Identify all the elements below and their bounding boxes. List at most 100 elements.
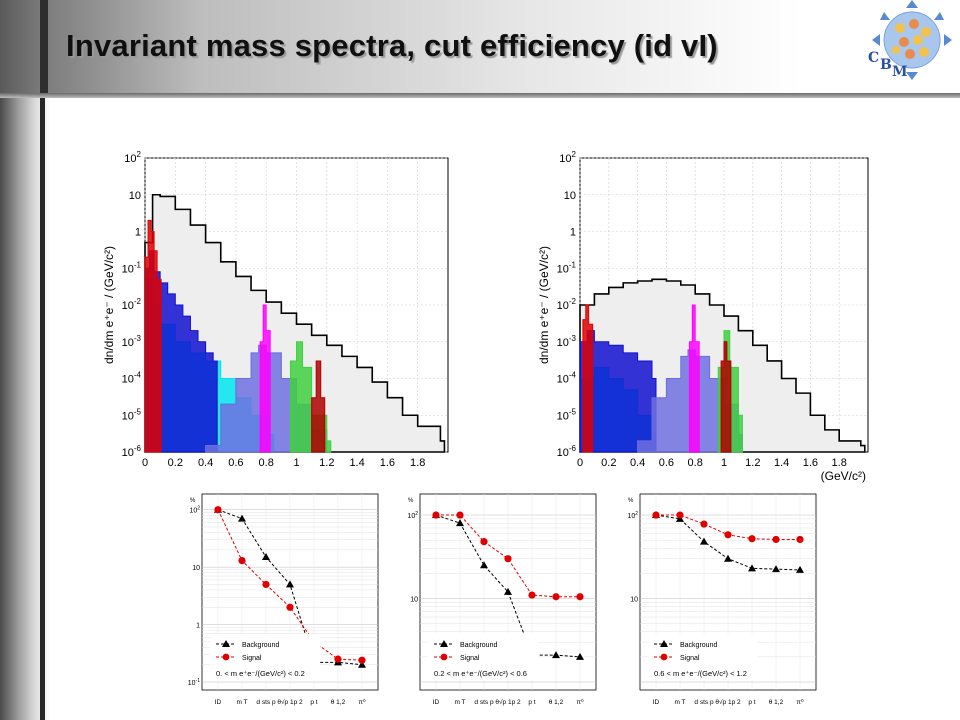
data-point-signal — [724, 531, 732, 539]
legend-label: Signal — [242, 655, 262, 662]
y-tick-label: 10-4 — [122, 371, 142, 386]
y-tick-label: 102 — [124, 150, 141, 165]
y-tick-label: 10-2 — [122, 297, 142, 312]
legend-box: Background Signal 0.2 < m e⁺e⁻/(GeV/c²) < … — [428, 634, 538, 680]
logo-letter-m: M — [892, 64, 908, 80]
x-category-label: π⁰ — [576, 698, 583, 706]
legend-marker — [660, 640, 668, 647]
legend-label: Signal — [680, 655, 700, 662]
x-category-label: m T — [674, 699, 685, 706]
y-tick-label: 10 — [192, 565, 200, 572]
x-category-label: ID — [653, 699, 660, 706]
histogram-series-7 — [720, 341, 732, 453]
data-point-signal — [456, 511, 464, 519]
x-category-label: θ√p 1p 2 — [277, 698, 303, 706]
x-tick-label: 1.6 — [380, 457, 395, 469]
data-point-signal — [796, 535, 804, 544]
x-tick-label: 1.2 — [745, 457, 760, 469]
y-tick-label: 10-1 — [188, 678, 200, 687]
y-tick-label: 10-5 — [122, 407, 142, 422]
x-category-label: p t — [748, 699, 755, 706]
x-category-label: π⁰ — [358, 698, 365, 706]
y-tick-label: 10 — [564, 190, 576, 202]
histogram-series-3 — [144, 219, 162, 453]
data-point-signal — [262, 580, 270, 589]
x-tick-label: 0.2 — [601, 457, 616, 469]
mass-range-label: 0. < m e⁺e⁻/(GeV/c²) < 0.2 — [216, 669, 305, 678]
x-tick-label: 0.6 — [659, 457, 674, 469]
x-tick-label: 0.4 — [630, 457, 645, 469]
legend-label: Signal — [460, 655, 480, 662]
logo-letter-b: B — [880, 57, 892, 73]
data-point-background — [576, 652, 584, 660]
x-category-label: p t — [528, 699, 535, 706]
cut-efficiency-plot-mid-mass: 102 10% ID m T d sts p θ√p 1p 2 p t θ 1,2 π⁰ Back… — [407, 493, 597, 706]
data-point-background — [724, 554, 732, 562]
data-point-signal — [700, 520, 708, 528]
y-tick-label: 1 — [135, 227, 141, 239]
data-point-signal — [576, 593, 584, 601]
y-tick-label: 102 — [189, 506, 200, 515]
legend-marker — [222, 653, 230, 661]
x-tick-label: 1.4 — [349, 457, 364, 469]
y-tick-label: 1 — [570, 227, 576, 239]
x-tick-label: 1.2 — [319, 457, 334, 469]
x-category-label: m T — [454, 699, 465, 706]
legend-label: Background — [242, 642, 279, 649]
data-point-background — [772, 565, 780, 573]
y-tick-label: 10-5 — [557, 407, 577, 422]
x-category-label: p t — [310, 699, 317, 706]
header-accent-bar — [40, 0, 48, 96]
data-point-signal — [334, 655, 342, 663]
legend-box: Background Signal 0.6 < m e⁺e⁻/(GeV/c²) < … — [648, 634, 758, 680]
x-tick-label: 0.4 — [198, 457, 213, 469]
x-tick-label: 1.4 — [774, 457, 789, 469]
data-point-signal — [652, 511, 660, 519]
legend-box: Background Signal 0. < m e⁺e⁻/(GeV/c²) < 0… — [210, 634, 320, 680]
data-point-background — [262, 553, 270, 561]
data-point-signal — [748, 535, 756, 543]
legend-marker — [440, 653, 448, 661]
legend-label: Background — [680, 642, 717, 649]
mass-spectrum-plot-left: 10-6 10-5 10-4 10-3 10-2 10-1 1 10 102 0 0.2 0.4 0.6… — [102, 150, 449, 469]
y-tick-label: 10-3 — [557, 334, 577, 349]
data-point-signal — [676, 511, 684, 519]
y-tick-label: 10-6 — [122, 444, 142, 459]
x-category-label: d sts p — [256, 699, 276, 706]
y-axis-label: % — [190, 498, 196, 504]
data-point-signal — [528, 591, 536, 599]
y-tick-label: 10-6 — [557, 444, 577, 459]
data-point-background — [480, 561, 488, 569]
data-point-background — [286, 580, 294, 588]
data-point-background — [748, 564, 756, 572]
x-tick-label: 0 — [142, 457, 148, 469]
y-tick-label: 1 — [196, 623, 200, 630]
x-category-label: θ√p 1p 2 — [715, 698, 741, 706]
logo-arrows — [872, 0, 952, 80]
y-axis-label: dn/dm e⁺e⁻ / (GeV/c²) — [537, 246, 551, 364]
mass-spectrum-plot-right: 10-6 10-5 10-4 10-3 10-2 10-1 1 10 102 0 0.2 0.4 0.6… — [537, 150, 869, 483]
y-tick-label: 102 — [407, 511, 418, 520]
data-point-background — [238, 514, 246, 522]
logo-letter-c: C — [868, 50, 880, 66]
y-tick-label: 10 — [630, 597, 638, 604]
mass-range-label: 0.6 < m e⁺e⁻/(GeV/c²) < 1.2 — [654, 669, 747, 678]
x-tick-label: 1.6 — [803, 457, 818, 469]
x-tick-label: 0 — [577, 457, 583, 469]
x-tick-label: 0.8 — [259, 457, 274, 469]
histogram-series-7 — [311, 360, 326, 453]
y-tick-label: 10-2 — [557, 297, 577, 312]
slide-header-band — [0, 0, 960, 96]
x-category-label: θ 1,2 — [549, 699, 564, 706]
data-point-signal — [552, 593, 560, 601]
x-category-label: d sts p — [694, 699, 714, 706]
legend-marker — [660, 653, 668, 661]
x-category-label: θ 1,2 — [331, 699, 346, 706]
histogram-series-5 — [259, 304, 271, 453]
histogram-series-3 — [582, 304, 594, 453]
data-point-signal — [238, 557, 246, 565]
y-axis-label: % — [408, 498, 414, 504]
y-tick-label: 102 — [627, 511, 638, 520]
y-tick-label: 10 — [410, 597, 418, 604]
x-category-label: π⁰ — [796, 698, 803, 706]
